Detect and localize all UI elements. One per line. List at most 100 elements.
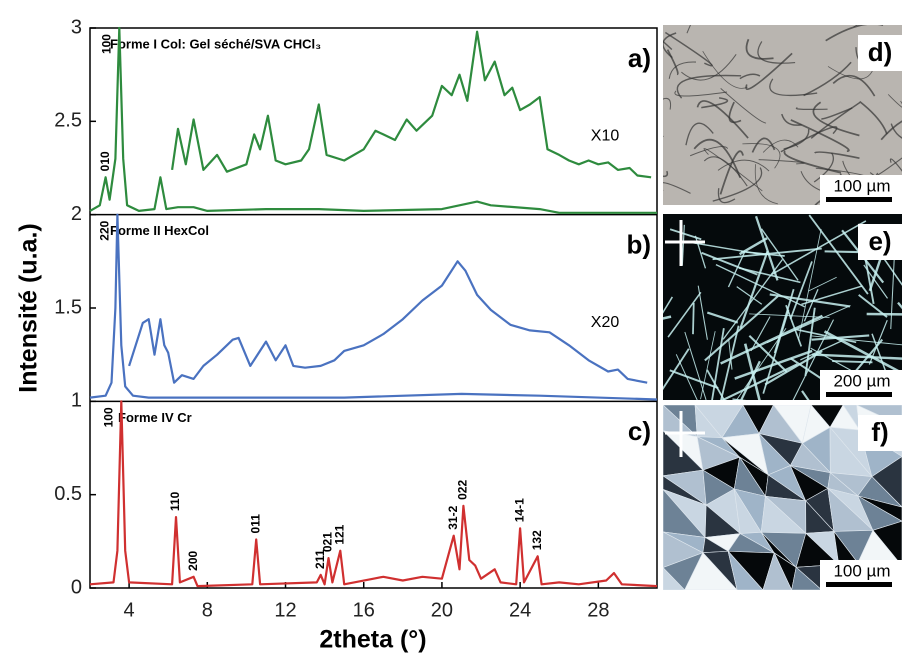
fiber	[712, 167, 763, 202]
crystal-needle	[681, 224, 685, 266]
fiber	[813, 152, 835, 183]
y-axis-label: Intensité (u.a.)	[15, 223, 43, 392]
crystal-needle	[750, 316, 771, 352]
crystal-needle	[808, 214, 869, 295]
fiber	[720, 88, 767, 124]
fiber	[686, 25, 692, 34]
x-axis-label: 2theta (°)	[319, 626, 426, 654]
crystal-needle	[824, 250, 859, 254]
peak-label: 31-2	[446, 505, 460, 529]
crystal-needle	[760, 228, 799, 281]
fiber	[825, 25, 884, 42]
crystal-needle	[741, 250, 785, 257]
fiber	[693, 138, 742, 179]
peak-label: 022	[456, 480, 470, 500]
spectrum-line	[171, 30, 652, 179]
crystal-needle	[706, 311, 739, 324]
peak-label: 021	[321, 532, 335, 552]
panel-letter: c)	[628, 416, 651, 446]
crystal-needle	[754, 215, 779, 281]
fiber	[717, 159, 770, 172]
spectrum-line	[89, 213, 658, 401]
peak-label: 100	[99, 34, 113, 54]
crystal-needle	[789, 261, 813, 320]
scale-bar	[826, 392, 892, 397]
fiber	[814, 151, 860, 159]
fiber	[663, 182, 691, 194]
fiber	[880, 120, 902, 141]
fiber	[887, 94, 902, 108]
fiber	[717, 188, 736, 204]
fiber	[696, 100, 749, 139]
fiber	[663, 32, 677, 59]
fiber	[810, 101, 861, 139]
image-letter: f)	[871, 417, 888, 447]
crystal-needle	[738, 267, 801, 284]
fiber	[745, 52, 793, 90]
fiber	[812, 101, 860, 137]
spectrum-line	[89, 26, 657, 214]
fiber	[832, 74, 876, 97]
crystal-needle	[663, 296, 674, 314]
crystal-needle	[801, 390, 810, 400]
crystal-needle	[700, 331, 716, 400]
x-tick-label: 4	[124, 599, 135, 621]
fiber	[762, 139, 799, 153]
y-tick-label: 3	[71, 16, 82, 38]
scale-factor: X20	[591, 314, 620, 331]
panel-title: Forme I Col: Gel séché/SVA CHCl₃	[110, 36, 321, 51]
image-letter: e)	[868, 226, 891, 256]
scale-bar-label: 100 µm	[833, 561, 890, 580]
fiber	[676, 74, 742, 99]
peak-label: 121	[332, 524, 346, 544]
crystal-needle	[866, 312, 902, 316]
image-letter: d)	[868, 37, 893, 67]
crystal-needle	[701, 251, 758, 276]
crystal-needle	[706, 369, 726, 400]
fiber	[781, 113, 802, 126]
crystal-needle	[692, 302, 695, 335]
y-tick-label: 1	[71, 390, 82, 412]
crystal-needle	[748, 334, 788, 373]
peak-label: 211	[313, 549, 327, 569]
fiber	[719, 150, 744, 195]
grain	[663, 567, 686, 590]
crystal-needle	[800, 340, 843, 361]
crystal-needle	[667, 291, 702, 338]
fiber	[769, 78, 818, 96]
grain	[684, 552, 738, 590]
peak-label: 010	[98, 151, 112, 171]
spectrum-line	[89, 400, 658, 588]
fiber	[875, 157, 902, 176]
crystal-needle	[669, 228, 702, 241]
spectrum-line	[128, 260, 648, 384]
peak-label: 011	[248, 514, 262, 534]
crystal-needle	[727, 252, 746, 288]
fiber	[702, 50, 748, 89]
y-tick-label: 2.5	[54, 110, 82, 132]
fiber	[790, 119, 850, 152]
fiber	[685, 122, 714, 146]
crystal-needle	[795, 328, 857, 344]
fiber	[780, 126, 838, 153]
fiber	[859, 100, 888, 135]
fiber	[739, 73, 761, 80]
fiber	[821, 107, 853, 120]
panel-letter: b)	[626, 230, 651, 260]
grain	[762, 552, 792, 590]
crystal-needle	[823, 330, 902, 375]
crystal-needle	[808, 276, 837, 292]
y-tick-label: 2	[71, 203, 82, 225]
crystal-needle	[732, 398, 747, 400]
panel-title: Forme II HexCol	[110, 223, 209, 238]
x-tick-label: 28	[587, 599, 609, 621]
crystal-needle	[728, 339, 733, 370]
crystal-needle	[743, 343, 761, 400]
fiber	[663, 170, 669, 178]
crystal-needle	[720, 314, 823, 365]
scale-bar	[826, 582, 892, 587]
scale-bar	[826, 197, 892, 202]
fiber	[666, 49, 679, 76]
crystal-needle	[762, 309, 790, 394]
